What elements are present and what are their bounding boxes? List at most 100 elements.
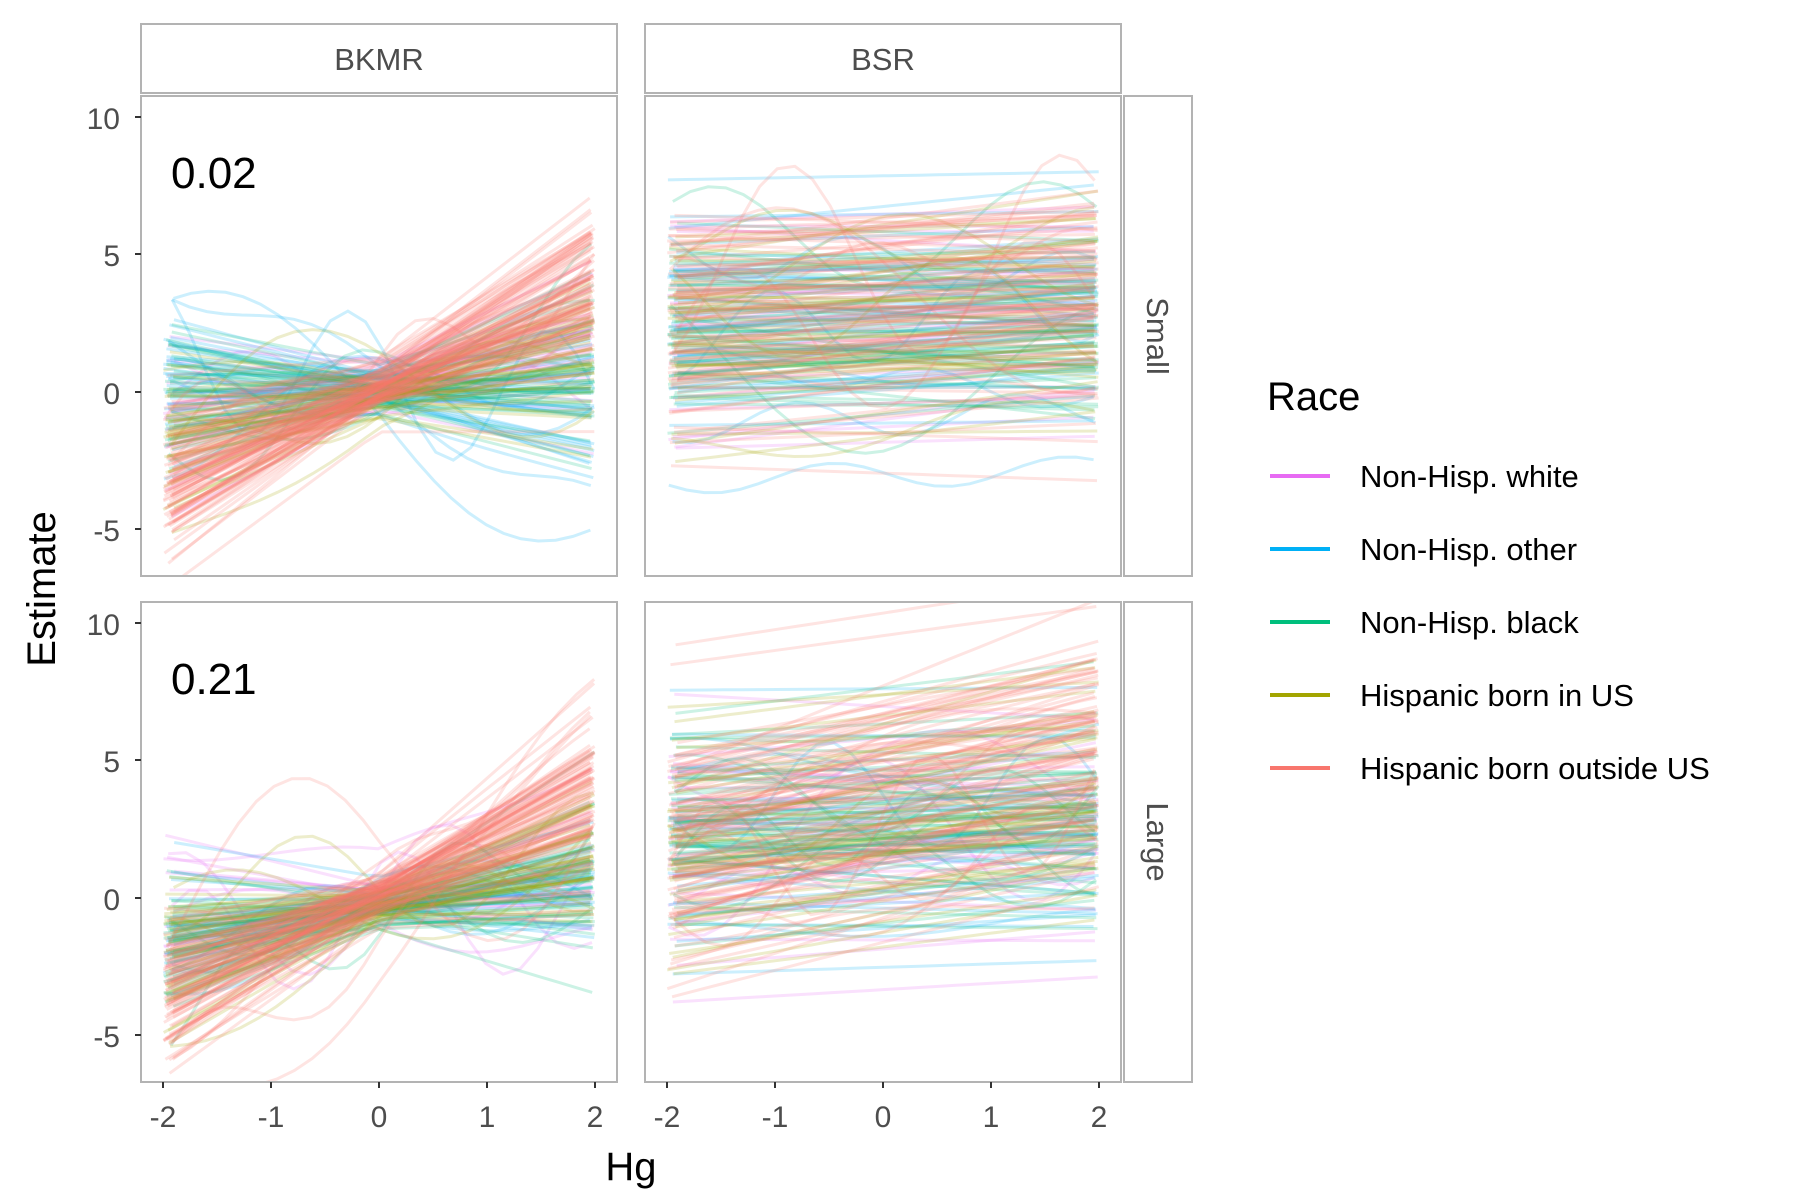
curve-hispanic-born-in-us [164,385,592,398]
curve-hispanic-born-outside-us [667,330,1099,356]
curve-non-hisp-white [172,332,594,398]
curve-non-hisp-other [675,275,1096,307]
curve-hispanic-born-in-us [674,264,1096,295]
curve-hispanic-born-outside-us [667,303,1097,381]
curve-non-hisp-other [169,356,592,411]
legend-item: Non-Hisp. other [1270,532,1577,567]
curve-non-hisp-other [672,815,1099,827]
curve-non-hisp-black [675,660,1094,715]
curve-hispanic-born-outside-us [674,666,1096,789]
curve-non-hisp-black [675,870,1095,897]
legend-item: Non-Hisp. black [1270,605,1579,640]
facet-label-bkmr: BKMR [334,42,424,77]
curve-non-hisp-white [668,778,1099,841]
curve-non-hisp-white [672,415,1094,439]
curve-non-hisp-black [673,809,1096,824]
curve-non-hisp-other [163,337,590,465]
curve-non-hisp-black [668,340,1096,378]
curve-hispanic-born-outside-us [676,732,1098,814]
curve-hispanic-born-in-us [675,792,1099,868]
curve-non-hisp-white [163,326,594,420]
curve-non-hisp-other [170,870,592,898]
curve-non-hisp-black [675,796,1097,897]
curve-non-hisp-white [672,360,1099,400]
curve-hispanic-born-outside-us [668,682,1096,796]
curve-hispanic-born-in-us [168,841,592,931]
curve-hispanic-born-in-us [673,189,1099,260]
x-tick-label: -1 [762,1101,789,1134]
curve-hispanic-born-outside-us [667,232,1095,243]
curve-hispanic-born-in-us [670,217,1096,246]
curve-non-hisp-black [171,860,595,959]
curve-non-hisp-other [676,251,1097,267]
curve-non-hisp-black [671,784,1095,863]
curve-hispanic-born-outside-us [165,273,595,495]
curve-hispanic-born-outside-us [170,794,591,919]
curve-non-hisp-other [164,355,595,426]
curve-non-hisp-black [672,828,1097,909]
curve-hispanic-born-outside-us [164,769,594,959]
curve-hispanic-born-in-us [170,876,595,927]
curve-hispanic-born-outside-us [169,833,592,972]
curve-hispanic-born-outside-us [165,311,593,449]
curve-hispanic-born-outside-us [672,827,1099,874]
curve-hispanic-born-outside-us [676,811,1099,901]
curve-hispanic-born-outside-us [168,325,594,514]
curve-hispanic-born-outside-us [669,246,1098,286]
curve-hispanic-born-outside-us [166,805,591,1016]
curve-hispanic-born-outside-us [670,842,1099,927]
curve-hispanic-born-outside-us [167,767,591,1008]
curve-hispanic-born-outside-us [676,771,1097,822]
curve-non-hisp-other [170,857,591,936]
curve-non-hisp-black [169,830,595,1047]
curve-hispanic-born-outside-us [666,740,1096,862]
facet-label-small: Small [1140,297,1175,375]
curve-hispanic-born-in-us [173,909,593,959]
curve-non-hisp-black [668,833,1095,844]
panel-annotation-large-bkmr: 0.21 [171,655,257,704]
curve-hispanic-born-outside-us [669,421,1096,445]
curve-hispanic-born-outside-us [670,153,1096,356]
curve-hispanic-born-outside-us [167,235,595,509]
curve-non-hisp-black [668,335,1099,369]
curve-non-hisp-black [166,334,592,381]
curve-non-hisp-white [173,409,595,468]
curve-non-hisp-other [670,832,1098,838]
curve-hispanic-born-outside-us [668,670,1098,768]
curve-non-hisp-black [670,726,1096,743]
curve-hispanic-born-outside-us [171,301,595,463]
curve-hispanic-born-outside-us [673,669,1099,758]
curve-non-hisp-black [675,745,1096,760]
legend-label: Hispanic born outside US [1360,751,1710,786]
curve-hispanic-born-in-us [168,835,592,927]
curve-non-hisp-black [168,846,593,933]
curve-non-hisp-other [167,853,591,921]
curve-non-hisp-white [167,259,592,412]
curve-non-hisp-other [173,820,594,878]
curve-hispanic-born-in-us [166,329,591,459]
curve-hispanic-born-outside-us [164,768,596,962]
legend-item: Hispanic born in US [1270,678,1634,713]
curve-non-hisp-black [165,401,595,422]
curve-non-hisp-white [169,314,594,363]
curve-non-hisp-white [168,900,592,976]
curve-hispanic-born-outside-us [168,352,591,462]
y-tick-label: 10 [87,609,120,642]
curve-hispanic-born-outside-us [165,789,596,953]
curve-non-hisp-other [677,847,1098,888]
curve-hispanic-born-in-us [167,850,592,944]
curve-hispanic-born-in-us [674,666,1096,724]
curve-hispanic-born-in-us [670,255,1099,364]
curve-hispanic-born-outside-us [671,285,1096,336]
curve-hispanic-born-outside-us [667,204,1096,255]
curve-hispanic-born-outside-us [171,805,591,1015]
curve-hispanic-born-outside-us [170,305,595,518]
curve-hispanic-born-in-us [669,809,1098,896]
curve-non-hisp-black [171,876,594,928]
curve-non-hisp-other [669,419,1094,427]
curve-hispanic-born-outside-us [162,241,592,490]
curve-non-hisp-black [167,380,595,463]
curve-hispanic-born-in-us [163,913,595,954]
curve-non-hisp-other [173,388,592,447]
curve-non-hisp-black [170,277,591,378]
